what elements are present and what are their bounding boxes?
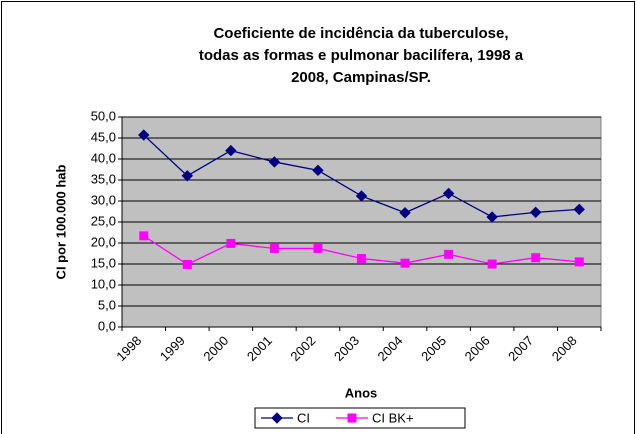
legend-marker bbox=[271, 412, 283, 424]
marker bbox=[399, 207, 411, 219]
marker bbox=[312, 164, 324, 177]
y-tick-label: 5,0 bbox=[98, 297, 116, 312]
chart-title: 2008, Campinas/SP. bbox=[291, 69, 431, 86]
marker bbox=[139, 231, 149, 241]
marker bbox=[487, 259, 497, 269]
chart-title: todas as formas e pulmonar bacilífera, 1… bbox=[199, 47, 524, 64]
legend-label: CI BK+ bbox=[372, 410, 414, 425]
marker bbox=[574, 257, 584, 267]
marker bbox=[400, 258, 410, 268]
marker bbox=[529, 206, 542, 219]
x-axis-title: Anos bbox=[345, 385, 378, 400]
marker bbox=[138, 129, 150, 141]
marker bbox=[268, 156, 281, 168]
y-tick-label: 0,0 bbox=[98, 318, 116, 333]
marker bbox=[226, 238, 236, 248]
y-tick-label: 10,0 bbox=[91, 276, 116, 291]
y-tick-label: 15,0 bbox=[91, 255, 116, 270]
marker bbox=[182, 259, 192, 269]
marker bbox=[269, 243, 279, 253]
y-axis-title: CI por 100.000 hab bbox=[53, 165, 68, 280]
y-tick-label: 20,0 bbox=[91, 234, 116, 249]
marker bbox=[486, 211, 498, 223]
marker bbox=[531, 253, 541, 263]
y-tick-label: 35,0 bbox=[91, 171, 116, 186]
y-tick-label: 40,0 bbox=[91, 150, 116, 165]
marker bbox=[442, 187, 455, 200]
y-tick-label: 45,0 bbox=[91, 129, 116, 144]
y-tick-label: 25,0 bbox=[91, 213, 116, 228]
legend-marker bbox=[347, 413, 357, 423]
marker bbox=[181, 170, 194, 182]
chart-title: Coeficiente de incidência da tuberculose… bbox=[213, 25, 508, 42]
marker bbox=[355, 190, 368, 202]
marker bbox=[573, 203, 585, 216]
marker bbox=[357, 254, 366, 264]
marker bbox=[225, 144, 237, 157]
y-tick-label: 50,0 bbox=[91, 108, 116, 123]
legend-label: CI bbox=[297, 410, 310, 425]
y-tick-label: 30,0 bbox=[91, 192, 116, 207]
marker bbox=[444, 249, 454, 259]
marker bbox=[313, 243, 323, 253]
